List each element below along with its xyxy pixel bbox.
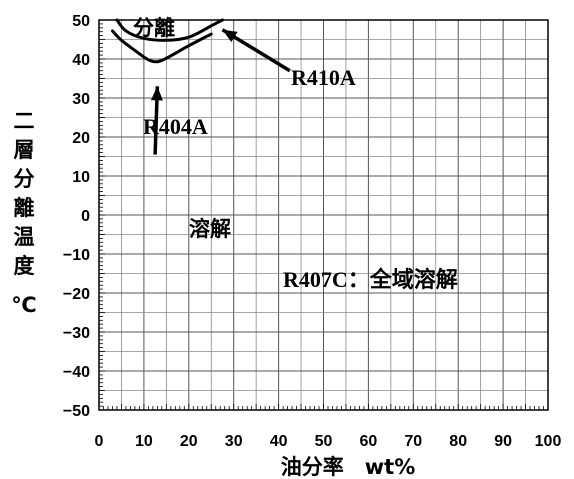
- tick-labels: 0 10 20 30 40 50 60 70 80 90 10050403020100−10−20−…: [63, 13, 562, 450]
- arrow-r404a-head: [150, 86, 163, 101]
- series-group: [110, 18, 224, 64]
- annotation-r407c: R407C：全域溶解: [283, 267, 458, 292]
- annotation-r410a: R410A: [291, 65, 356, 90]
- x-tick-label: 70: [404, 433, 422, 450]
- x-tick-label: 100: [535, 433, 562, 450]
- x-tick-label: 20: [180, 433, 198, 450]
- y-tick-label: −20: [63, 286, 90, 303]
- y-axis-label-char: 度: [14, 254, 35, 278]
- y-axis-label-char: ℃: [11, 293, 36, 317]
- y-axis-label-char: 二: [14, 109, 35, 133]
- x-axis-label: 油分率 wt%: [281, 455, 415, 479]
- annotation-arrows: [150, 28, 291, 155]
- grid-lines: [98, 19, 549, 411]
- x-tick-label: 10: [135, 433, 153, 450]
- y-axis-label-char: 離: [14, 196, 35, 220]
- plot-frame: [98, 19, 549, 411]
- series-line-r410a: [115, 18, 224, 42]
- x-tick-label: 0: [95, 433, 104, 450]
- y-tick-label: 10: [72, 169, 90, 186]
- x-tick-label: 80: [449, 433, 467, 450]
- y-tick-label: −10: [63, 247, 90, 264]
- y-tick-label: 30: [72, 91, 90, 108]
- y-tick-label: 0: [81, 208, 90, 225]
- x-tick-label: 30: [225, 433, 243, 450]
- y-axis-label-char: 層: [14, 138, 35, 162]
- x-tick-label: 50: [315, 433, 333, 450]
- y-tick-label: −30: [63, 325, 90, 342]
- annotation-r404a: R404A: [143, 114, 208, 139]
- y-tick-label: 40: [72, 52, 90, 69]
- y-axis-label-char: 温: [14, 225, 35, 249]
- y-tick-label: −50: [63, 403, 90, 420]
- x-tick-label: 40: [270, 433, 288, 450]
- annotation-dissolution: 溶解: [189, 217, 231, 241]
- x-tick-label: 60: [360, 433, 378, 450]
- y-tick-label: 20: [72, 130, 90, 147]
- annotation-separation: 分離: [133, 16, 175, 40]
- y-tick-label: 50: [72, 13, 90, 30]
- y-axis-label-char: 分: [14, 167, 35, 191]
- arrow-r410a-head: [222, 29, 238, 43]
- series-line-r404a: [110, 29, 213, 64]
- x-tick-label: 90: [494, 433, 512, 450]
- y-tick-label: −40: [63, 364, 90, 381]
